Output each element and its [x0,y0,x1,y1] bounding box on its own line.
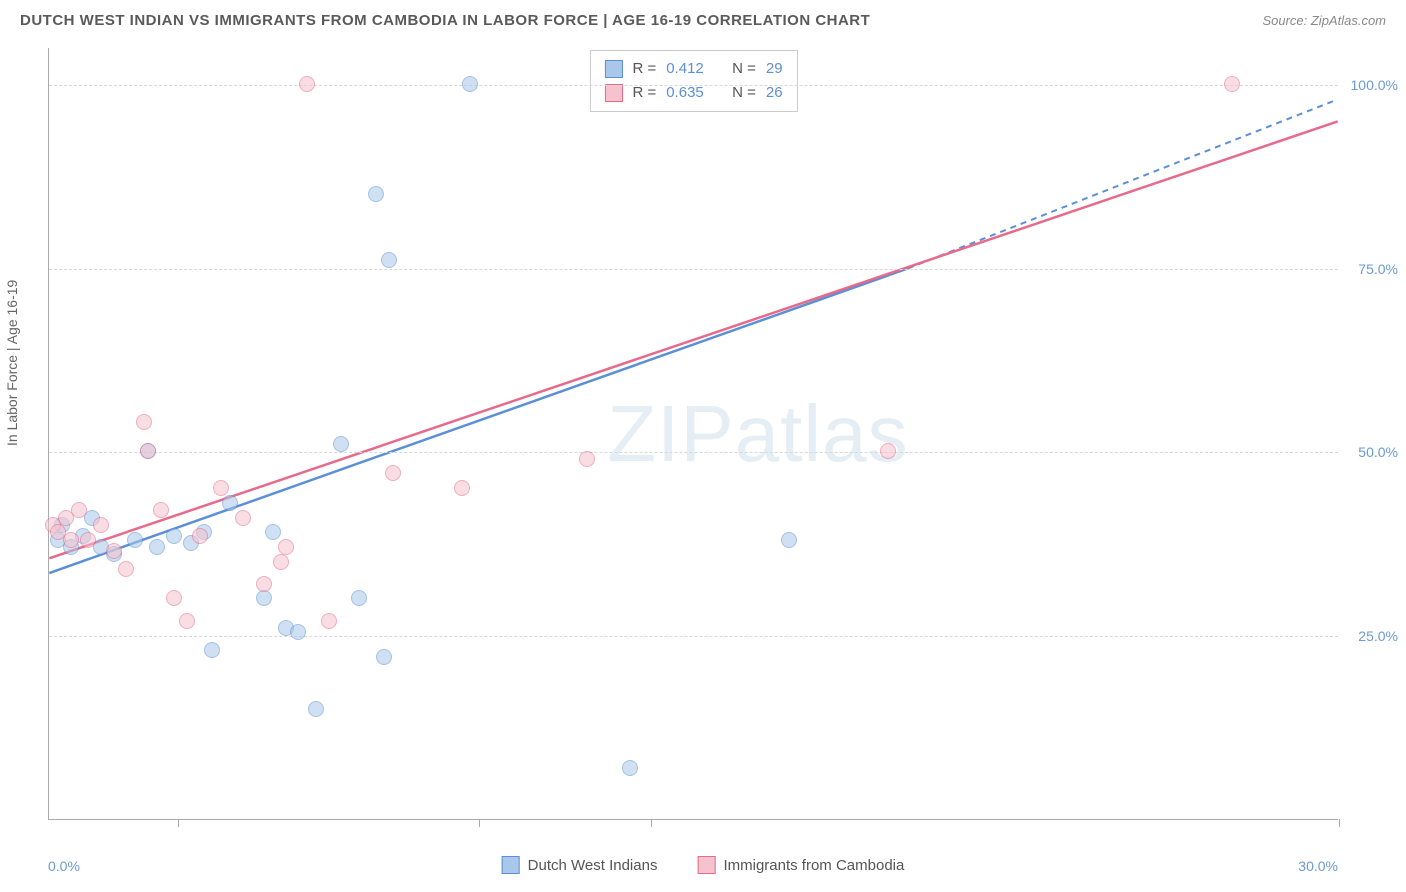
stats-row: R = 0.412 N = 29 [604,57,782,81]
gridline [49,85,1338,86]
title-bar: DUTCH WEST INDIAN VS IMMIGRANTS FROM CAM… [0,0,1406,37]
chart-title: DUTCH WEST INDIAN VS IMMIGRANTS FROM CAM… [20,12,870,29]
gridline [49,636,1338,637]
legend-swatch [502,856,520,874]
data-point [321,613,337,629]
gridline [49,452,1338,453]
legend-swatch [697,856,715,874]
data-point [149,539,165,555]
data-point [63,532,79,548]
data-point [80,532,96,548]
trend-lines [49,48,1338,819]
correlation-stats-box: R =0.412 N =29R =0.635 N =26 [589,50,797,112]
y-axis-tick-label: 25.0% [1358,628,1398,644]
data-point [381,252,397,268]
x-axis-tick [651,819,652,827]
data-point [136,414,152,430]
source-attribution: Source: ZipAtlas.com [1262,13,1386,28]
r-value: 0.412 [666,57,704,81]
data-point [290,624,306,640]
data-point [204,642,220,658]
x-axis-tick [1339,819,1340,827]
data-point [368,186,384,202]
data-point [880,443,896,459]
gridline [49,269,1338,270]
data-point [454,480,470,496]
trend-line-extrapolated [908,99,1337,268]
trend-line [49,121,1337,558]
data-point [93,517,109,533]
x-axis-max-label: 30.0% [1298,858,1338,874]
data-point [622,760,638,776]
data-point [106,543,122,559]
y-axis-tick-label: 50.0% [1358,444,1398,460]
data-point [333,436,349,452]
data-point [385,465,401,481]
trend-line [49,268,908,573]
data-point [222,495,238,511]
data-point [235,510,251,526]
r-label: R = [632,57,656,81]
data-point [192,528,208,544]
data-point [781,532,797,548]
data-point [127,532,143,548]
x-axis-tick [178,819,179,827]
data-point [140,443,156,459]
n-label: N = [732,57,756,81]
data-point [153,502,169,518]
data-point [166,590,182,606]
data-point [579,451,595,467]
x-axis-min-label: 0.0% [48,858,80,874]
scatter-chart: ZIPatlas R =0.412 N =29R =0.635 N =26 25… [48,48,1338,820]
data-point [1224,76,1240,92]
data-point [213,480,229,496]
legend: Dutch West Indians Immigrants from Cambod… [502,856,905,874]
data-point [256,576,272,592]
data-point [166,528,182,544]
y-axis-title: In Labor Force | Age 16-19 [4,280,20,446]
data-point [71,502,87,518]
data-point [265,524,281,540]
data-point [256,590,272,606]
y-axis-tick-label: 75.0% [1358,261,1398,277]
series-swatch [604,60,622,78]
data-point [179,613,195,629]
data-point [273,554,289,570]
legend-label: Dutch West Indians [528,857,658,874]
series-swatch [604,84,622,102]
data-point [351,590,367,606]
data-point [376,649,392,665]
data-point [462,76,478,92]
legend-item: Immigrants from Cambodia [697,856,904,874]
n-value: 29 [766,57,783,81]
legend-label: Immigrants from Cambodia [723,857,904,874]
data-point [308,701,324,717]
x-axis-tick [479,819,480,827]
legend-item: Dutch West Indians [502,856,658,874]
data-point [299,76,315,92]
y-axis-tick-label: 100.0% [1351,77,1398,93]
data-point [118,561,134,577]
data-point [278,539,294,555]
